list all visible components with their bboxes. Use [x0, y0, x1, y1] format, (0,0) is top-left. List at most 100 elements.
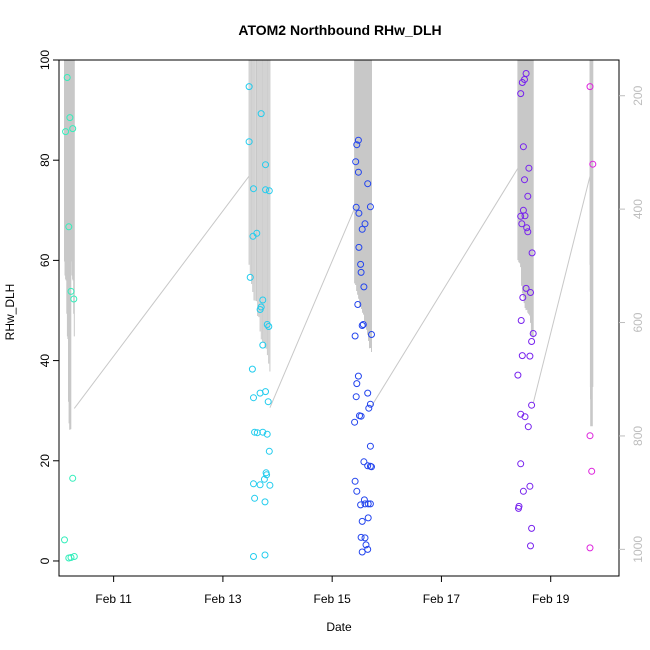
x-tick-label: Feb 17	[423, 592, 461, 606]
data-point	[357, 412, 365, 420]
data-point	[263, 321, 271, 328]
data-point	[366, 442, 374, 450]
data-point	[351, 418, 359, 426]
data-point	[69, 474, 77, 482]
data-points	[61, 70, 597, 562]
data-point	[351, 332, 359, 340]
data-point	[526, 352, 534, 360]
data-point	[353, 380, 361, 388]
data-point	[259, 341, 267, 349]
data-point	[521, 176, 528, 184]
data-point	[519, 294, 527, 301]
data-point	[528, 524, 536, 532]
data-point	[66, 114, 74, 122]
data-point	[67, 287, 75, 295]
data-point	[256, 389, 264, 397]
data-point	[528, 338, 536, 345]
data-point	[362, 541, 370, 549]
plot-frame	[58, 59, 620, 577]
data-point	[360, 496, 368, 504]
data-point	[357, 260, 365, 268]
data-point	[262, 186, 269, 194]
data-point	[69, 125, 77, 133]
data-point	[361, 220, 369, 228]
data-point	[253, 429, 261, 437]
data-point	[248, 365, 256, 373]
data-point	[70, 295, 78, 303]
data-point	[518, 79, 526, 86]
data-point	[61, 536, 68, 544]
data-point	[361, 500, 369, 508]
data-point	[514, 371, 522, 379]
data-point	[368, 463, 375, 471]
data-point	[353, 487, 361, 495]
data-point	[589, 160, 597, 168]
data-point	[521, 413, 529, 421]
data-point	[518, 352, 526, 360]
y-tick-label: 100	[38, 50, 52, 70]
data-point	[354, 136, 362, 144]
data-point	[260, 475, 268, 483]
data-point	[366, 400, 374, 408]
data-point	[264, 398, 272, 406]
x-tick-label: Feb 11	[95, 592, 132, 606]
data-point	[263, 430, 271, 438]
right-tick-label: 400	[631, 199, 645, 219]
data-point	[364, 545, 372, 553]
data-point	[364, 500, 372, 508]
right-tick-label: 1000	[631, 536, 645, 563]
data-point	[366, 500, 374, 508]
data-point	[250, 185, 257, 193]
y-axis-label: RHw_DLH	[3, 284, 17, 341]
data-point	[261, 551, 269, 559]
data-point	[256, 306, 264, 313]
data-point	[527, 289, 534, 296]
profile-trace-path	[64, 60, 594, 430]
data-point	[368, 331, 375, 338]
data-point	[360, 283, 368, 291]
data-point	[526, 482, 534, 490]
data-point	[366, 203, 374, 211]
data-point	[524, 423, 532, 431]
data-point	[70, 553, 78, 560]
data-point	[365, 404, 373, 412]
data-point	[529, 330, 537, 337]
y-tick-label: 0	[38, 557, 52, 564]
chart-title: ATOM2 Northbound RHw_DLH	[238, 22, 441, 38]
x-tick-label: Feb 15	[313, 592, 351, 606]
data-point	[351, 477, 359, 485]
data-point	[355, 243, 363, 251]
data-point	[250, 480, 257, 488]
data-point	[261, 498, 269, 506]
y-tick-label: 60	[38, 253, 52, 267]
data-point	[517, 90, 525, 98]
data-point	[265, 447, 273, 455]
data-point	[357, 501, 365, 509]
data-point	[266, 481, 274, 489]
data-point	[522, 284, 530, 292]
data-point	[364, 462, 372, 470]
data-point	[262, 161, 269, 169]
data-point	[354, 301, 362, 308]
data-point	[355, 209, 363, 217]
data-point	[360, 458, 368, 466]
data-point	[352, 203, 360, 211]
data-point	[354, 168, 362, 176]
data-point	[524, 228, 532, 236]
data-point	[525, 164, 533, 172]
data-point	[358, 225, 366, 233]
axes: 0 20 40 60 80 100 Feb 11 Feb 13 Feb 15 Feb 17 Feb …	[38, 50, 645, 606]
data-point	[521, 212, 529, 220]
data-point	[517, 317, 525, 324]
data-point	[257, 110, 265, 118]
data-point	[357, 268, 365, 276]
data-point	[586, 432, 594, 440]
right-tick-label: 200	[631, 85, 645, 105]
data-point	[353, 141, 361, 149]
data-point	[586, 544, 594, 552]
data-point	[354, 372, 362, 380]
data-point	[528, 401, 536, 409]
data-point	[259, 296, 267, 304]
data-point	[588, 467, 596, 475]
